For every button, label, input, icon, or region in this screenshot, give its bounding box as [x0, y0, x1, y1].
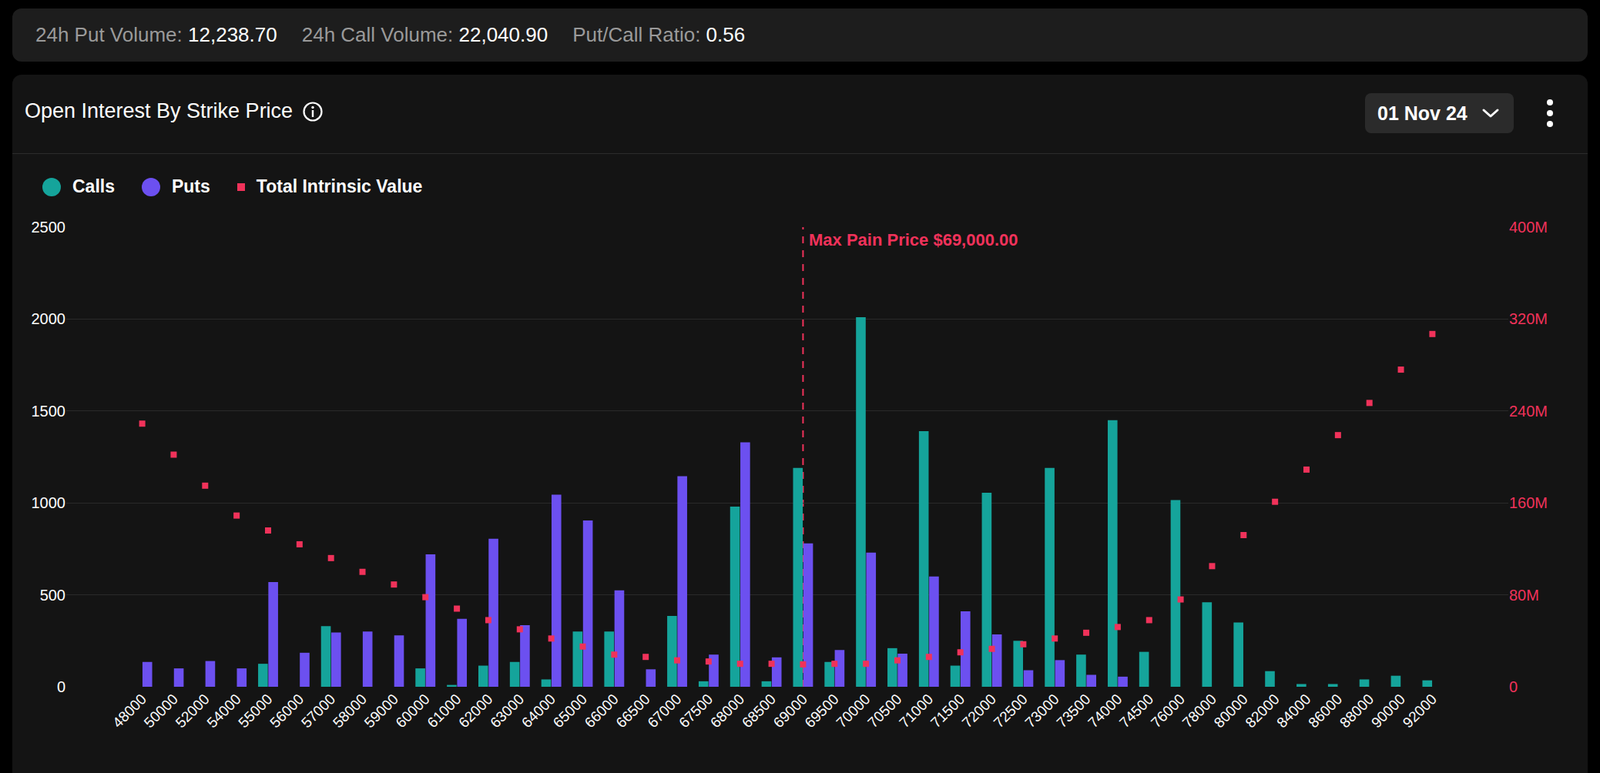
svg-text:58000: 58000	[329, 690, 370, 732]
svg-text:74000: 74000	[1084, 690, 1125, 732]
svg-text:70500: 70500	[864, 690, 905, 732]
svg-text:72000: 72000	[959, 690, 1000, 732]
svg-text:70000: 70000	[832, 690, 873, 732]
html-text:Open Interest By Strike Price: Open Interest By Strike Price	[24, 99, 293, 123]
svg-text:67000: 67000	[644, 690, 685, 732]
svg-text:69500: 69500	[801, 690, 842, 732]
svg-text:1500: 1500	[31, 402, 67, 420]
svg-text:68500: 68500	[738, 690, 779, 732]
html-text:24h Call Volume: 22,040.90: 24h Call Volume: 22,040.90	[301, 23, 548, 47]
html-text:Puts: Puts	[171, 176, 211, 197]
svg-text:54000: 54000	[203, 690, 244, 732]
svg-text:48000: 48000	[109, 690, 150, 732]
svg-text:88000: 88000	[1336, 690, 1377, 732]
svg-text:60000: 60000	[392, 690, 433, 732]
html-text:Put/Call Ratio: 0.56: Put/Call Ratio: 0.56	[572, 23, 746, 47]
html-text:24h Put Volume: 12,238.70: 24h Put Volume: 12,238.70	[35, 23, 278, 47]
html-text:Total Intrinsic Value: Total Intrinsic Value	[256, 176, 423, 197]
svg-text:73500: 73500	[1053, 690, 1094, 732]
svg-text:56000: 56000	[266, 690, 307, 732]
svg-text:71000: 71000	[895, 690, 936, 732]
svg-text:320M: 320M	[1509, 310, 1548, 328]
svg-text:76000: 76000	[1147, 690, 1188, 732]
svg-text:86000: 86000	[1304, 690, 1346, 732]
svg-text:52000: 52000	[172, 690, 213, 732]
svg-text:55000: 55000	[234, 690, 276, 732]
svg-text:69000: 69000	[770, 690, 811, 732]
svg-text:63000: 63000	[486, 690, 527, 732]
svg-text:66000: 66000	[581, 690, 622, 732]
svg-text:71500: 71500	[927, 690, 968, 732]
svg-text:74500: 74500	[1116, 690, 1157, 732]
svg-text:2000: 2000	[31, 310, 67, 328]
svg-text:80M: 80M	[1509, 587, 1540, 604]
svg-text:500: 500	[40, 587, 66, 604]
svg-text:64000: 64000	[518, 690, 559, 732]
svg-text:59000: 59000	[361, 690, 402, 732]
svg-text:61000: 61000	[423, 690, 464, 732]
html-text:01 Nov 24: 01 Nov 24	[1377, 102, 1468, 124]
svg-text:73000: 73000	[1022, 690, 1063, 732]
svg-text:1000: 1000	[31, 494, 67, 512]
svg-text:160M: 160M	[1509, 494, 1548, 512]
svg-text:92000: 92000	[1399, 690, 1440, 732]
svg-text:Max Pain Price $69,000.00: Max Pain Price $69,000.00	[808, 230, 1019, 250]
svg-text:66500: 66500	[613, 690, 654, 732]
html-text:Calls: Calls	[72, 176, 115, 197]
svg-text:67500: 67500	[675, 690, 716, 732]
svg-text:68000: 68000	[707, 690, 748, 732]
svg-text:400M: 400M	[1509, 218, 1548, 236]
svg-text:78000: 78000	[1179, 690, 1220, 732]
svg-text:0: 0	[57, 678, 66, 696]
svg-text:82000: 82000	[1241, 690, 1282, 732]
svg-text:240M: 240M	[1509, 402, 1548, 420]
svg-text:62000: 62000	[455, 690, 496, 732]
svg-text:57000: 57000	[298, 690, 339, 732]
svg-text:50000: 50000	[140, 690, 182, 732]
svg-text:84000: 84000	[1273, 690, 1314, 732]
svg-text:0: 0	[1509, 678, 1518, 696]
svg-text:80000: 80000	[1210, 690, 1252, 732]
svg-text:65000: 65000	[550, 690, 591, 732]
svg-text:72500: 72500	[990, 690, 1031, 732]
svg-text:90000: 90000	[1368, 690, 1409, 732]
svg-text:2500: 2500	[31, 218, 67, 236]
